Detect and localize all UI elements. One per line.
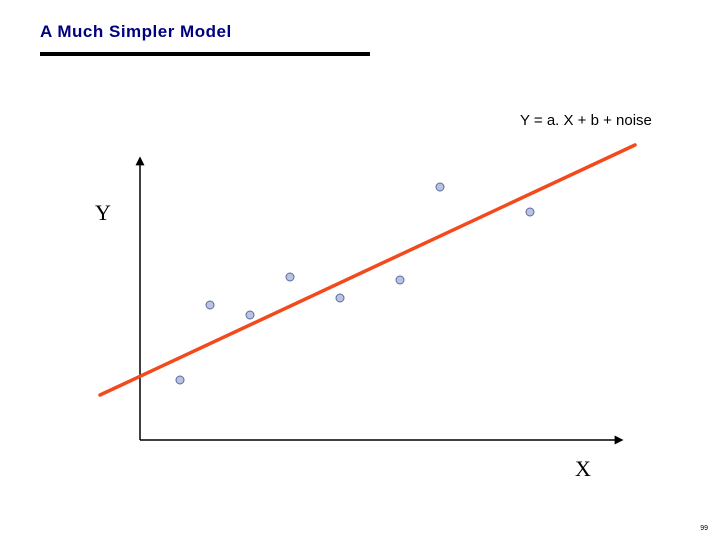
scatter-point (286, 273, 294, 281)
scatter-point (246, 311, 254, 319)
y-axis-label: Y (95, 200, 111, 226)
scatter-point (396, 276, 404, 284)
scatter-points (176, 183, 534, 384)
scatter-point (176, 376, 184, 384)
scatter-point (336, 294, 344, 302)
scatter-plot (0, 0, 720, 540)
scatter-point (206, 301, 214, 309)
scatter-point (436, 183, 444, 191)
axes (140, 160, 620, 440)
regression-line (100, 145, 635, 395)
page-number: 99 (700, 525, 708, 532)
scatter-point (526, 208, 534, 216)
x-axis-label: X (575, 456, 591, 482)
slide: { "title": { "text": "A Much Simpler Mod… (0, 0, 720, 540)
